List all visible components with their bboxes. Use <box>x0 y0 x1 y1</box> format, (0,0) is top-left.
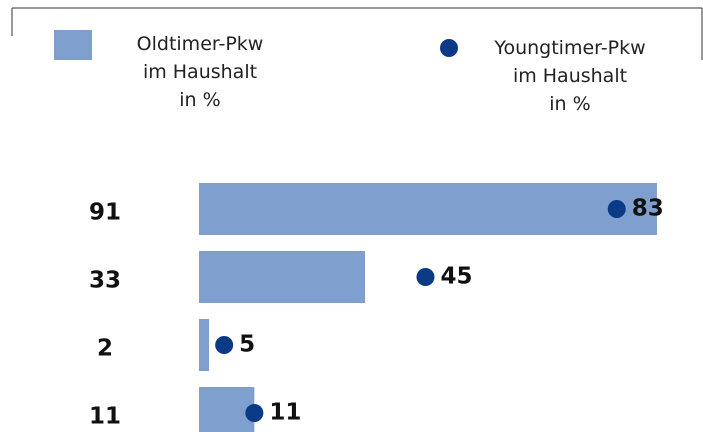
legend-label: Oldtimer-Pkw im Haushalt in % <box>136 33 264 111</box>
bar <box>199 183 657 235</box>
bar-value-label: 33 <box>89 268 121 294</box>
dot-value-label: 5 <box>239 332 255 358</box>
legend-label: Youngtimer-Pkw im Haushalt in % <box>494 37 646 115</box>
legend-swatch <box>54 30 92 60</box>
dot-value-label: 45 <box>440 264 472 290</box>
bar-value-label: 91 <box>89 200 121 226</box>
bar <box>199 251 366 303</box>
bar <box>199 387 255 432</box>
bar <box>199 319 210 371</box>
dot <box>215 336 234 354</box>
dot <box>245 404 264 422</box>
bar-value-label: 11 <box>89 404 121 430</box>
legend-swatch <box>440 39 458 57</box>
dot <box>607 200 626 218</box>
dot <box>416 268 435 286</box>
dot-value-label: 83 <box>632 196 664 222</box>
dot-value-label: 11 <box>269 400 301 426</box>
bar-value-label: 2 <box>97 336 113 362</box>
